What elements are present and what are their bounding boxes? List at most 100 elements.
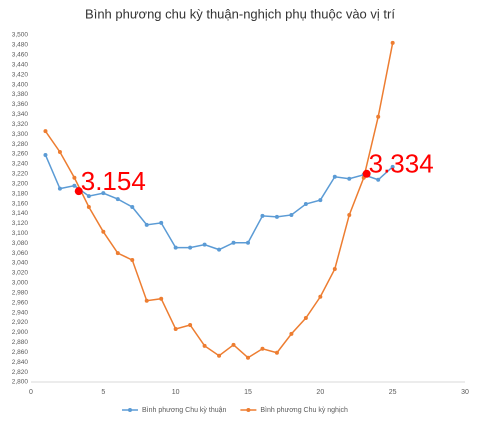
- point: [188, 322, 193, 327]
- point: [115, 197, 120, 202]
- annotation-text: 3.154: [81, 166, 146, 196]
- y-tick-label: 3,500: [12, 32, 29, 39]
- point: [274, 214, 279, 219]
- point: [72, 175, 77, 180]
- point: [303, 316, 308, 321]
- point: [347, 212, 352, 217]
- legend-marker: [128, 408, 132, 412]
- y-tick-label: 3,260: [12, 151, 29, 158]
- y-tick-label: 3,320: [12, 121, 29, 128]
- point: [376, 177, 381, 182]
- y-tick-label: 2,840: [12, 359, 29, 366]
- y-tick-label: 3,040: [12, 260, 29, 267]
- point: [144, 222, 149, 227]
- x-tick-label: 30: [461, 389, 469, 396]
- y-tick-label: 3,200: [12, 180, 29, 187]
- y-tick-label: 3,480: [12, 42, 29, 49]
- y-tick-label: 3,300: [12, 131, 29, 138]
- point: [289, 331, 294, 336]
- y-tick-label: 3,440: [12, 61, 29, 68]
- point: [57, 149, 62, 154]
- point: [246, 240, 250, 245]
- y-tick-label: 2,880: [12, 339, 29, 346]
- point: [274, 350, 279, 355]
- y-tick-label: 3,000: [12, 280, 29, 287]
- point: [332, 266, 337, 271]
- point: [246, 355, 250, 360]
- point: [303, 202, 308, 207]
- point: [260, 346, 265, 351]
- point: [159, 296, 164, 301]
- x-tick-label: 15: [244, 389, 252, 396]
- y-tick-label: 3,020: [12, 270, 29, 277]
- annotation-text: 3.334: [369, 149, 434, 179]
- point: [188, 245, 193, 250]
- y-tick-label: 3,100: [12, 230, 29, 237]
- y-tick-label: 3,400: [12, 81, 29, 88]
- point: [318, 198, 323, 203]
- legend-label: Bình phương Chu kỳ thuận: [142, 407, 226, 414]
- y-tick-label: 3,060: [12, 250, 29, 257]
- point: [72, 183, 77, 188]
- y-tick-label: 2,820: [12, 369, 29, 376]
- point: [130, 258, 135, 263]
- x-tick-label: 25: [389, 389, 397, 396]
- y-tick-label: 2,980: [12, 289, 29, 296]
- y-tick-label: 3,360: [12, 101, 29, 108]
- point: [231, 342, 236, 347]
- point: [86, 194, 91, 199]
- y-tick-label: 3,340: [12, 111, 29, 118]
- point: [115, 251, 120, 256]
- y-tick-label: 3,240: [12, 161, 29, 168]
- point: [173, 326, 178, 331]
- point: [101, 229, 106, 234]
- annotation-dot: [362, 169, 371, 178]
- chart-title: Bình phương chu kỳ thuận-nghịch phụ thuộ…: [85, 6, 395, 21]
- series-line: [44, 42, 394, 359]
- point: [332, 174, 337, 179]
- point: [376, 114, 381, 119]
- point: [130, 205, 135, 210]
- x-tick-label: 0: [29, 389, 33, 396]
- y-tick-label: 3,420: [12, 71, 29, 78]
- point: [390, 40, 395, 45]
- x-tick-label: 20: [316, 389, 324, 396]
- point: [159, 220, 164, 225]
- point: [144, 298, 149, 303]
- y-tick-label: 2,940: [12, 309, 29, 316]
- point: [217, 353, 222, 358]
- x-tick-label: 10: [172, 389, 180, 396]
- point: [260, 213, 265, 218]
- point: [231, 240, 236, 245]
- y-tick-label: 2,920: [12, 319, 29, 326]
- y-tick-label: 3,220: [12, 171, 29, 178]
- point: [173, 245, 178, 250]
- x-tick-label: 5: [101, 389, 105, 396]
- y-tick-label: 3,120: [12, 220, 29, 227]
- point: [390, 164, 395, 169]
- point: [289, 212, 294, 217]
- y-tick-label: 2,960: [12, 299, 29, 306]
- point: [86, 205, 91, 210]
- y-tick-label: 2,800: [12, 379, 29, 386]
- y-tick-label: 2,860: [12, 349, 29, 356]
- point: [43, 152, 48, 157]
- point: [217, 247, 222, 252]
- point: [347, 176, 352, 181]
- point: [57, 186, 62, 191]
- y-tick-label: 3,080: [12, 240, 29, 247]
- y-tick-label: 3,160: [12, 200, 29, 207]
- legend-label: Bình phương Chu kỳ nghịch: [260, 407, 348, 414]
- y-tick-label: 3,460: [12, 52, 29, 59]
- point: [318, 294, 323, 299]
- point: [202, 343, 207, 348]
- y-tick-label: 3,380: [12, 91, 29, 98]
- y-tick-label: 3,280: [12, 141, 29, 148]
- y-tick-label: 2,900: [12, 329, 29, 336]
- point: [43, 129, 48, 134]
- point: [101, 191, 106, 196]
- y-tick-label: 3,140: [12, 210, 29, 217]
- y-tick-label: 3,180: [12, 190, 29, 197]
- point: [202, 242, 207, 247]
